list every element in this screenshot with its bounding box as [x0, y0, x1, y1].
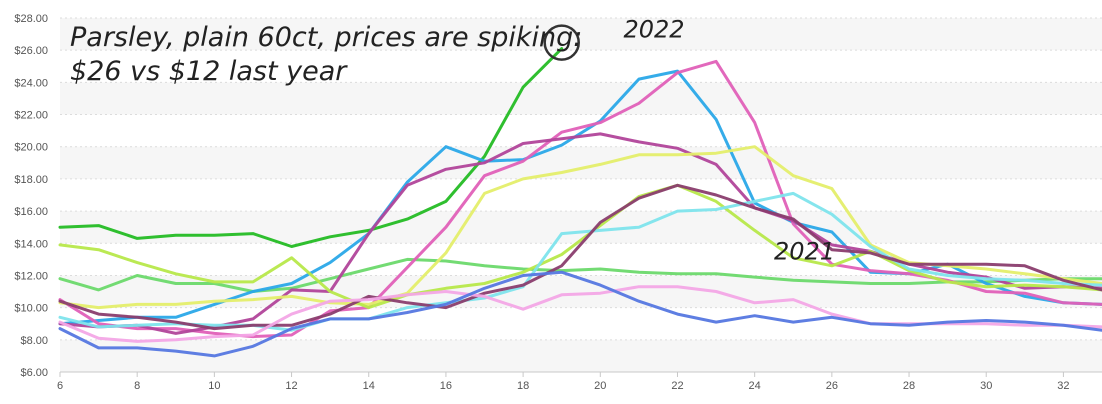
highlight-circle	[543, 24, 580, 61]
y-tick-label: $24.00	[14, 77, 48, 89]
series-line-2	[58, 257, 1102, 293]
series-line-7	[58, 183, 1102, 310]
y-tick-label: $20.00	[14, 142, 48, 154]
x-tick-label: 28	[903, 380, 915, 392]
grid-band	[60, 18, 1102, 51]
y-tick-label: $8.00	[20, 335, 48, 347]
grid-band	[60, 82, 1102, 115]
series-line-11	[58, 270, 1102, 358]
x-tick-label: 32	[1057, 380, 1069, 392]
annotation-2021: 2021	[774, 237, 835, 265]
series-line-9	[58, 183, 1102, 331]
annotation-2022: 2022	[623, 15, 684, 43]
y-tick-label: $28.00	[14, 13, 48, 25]
x-tick-label: 10	[208, 380, 220, 392]
x-axis-ticks: 6 8 10 12 14 16 18 20 22 24 26 28 30 32	[57, 372, 1070, 392]
x-tick-label: 8	[134, 380, 140, 392]
x-tick-label: 30	[980, 380, 992, 392]
series-lines	[58, 47, 1102, 358]
x-tick-label: 22	[671, 380, 683, 392]
y-axis-ticks: $6.00 $8.00 $10.00 $12.00 $14.00 $16.00 $18.00…	[14, 13, 48, 379]
x-tick-label: 12	[285, 380, 297, 392]
grid-band	[60, 211, 1102, 244]
y-tick-label: $6.00	[20, 367, 48, 379]
x-tick-label: 24	[749, 380, 761, 392]
series-line-8	[58, 191, 1102, 332]
series-line-5	[58, 132, 1102, 335]
background-bands	[60, 18, 1102, 372]
y-tick-label: $26.00	[14, 45, 48, 57]
y-tick-label: $14.00	[14, 238, 48, 250]
grid-band	[60, 339, 1102, 372]
chart-subtitle: $26 vs $12 last year	[70, 56, 348, 87]
y-tick-label: $10.00	[14, 303, 48, 315]
x-tick-label: 20	[594, 380, 606, 392]
grid-band	[60, 146, 1102, 179]
chart-title: Parsley, plain 60ct, prices are spiking:	[70, 22, 582, 53]
x-tick-label: 26	[826, 380, 838, 392]
annotations: 2022 2021	[623, 15, 835, 265]
x-tick-label: 14	[363, 380, 375, 392]
x-tick-label: 6	[57, 380, 63, 392]
x-tick-label: 18	[517, 380, 529, 392]
y-tick-label: $22.00	[14, 110, 48, 122]
y-tick-label: $18.00	[14, 174, 48, 186]
y-tick-label: $16.00	[14, 206, 48, 218]
x-tick-label: 16	[440, 380, 452, 392]
y-tick-label: $12.00	[14, 270, 48, 282]
